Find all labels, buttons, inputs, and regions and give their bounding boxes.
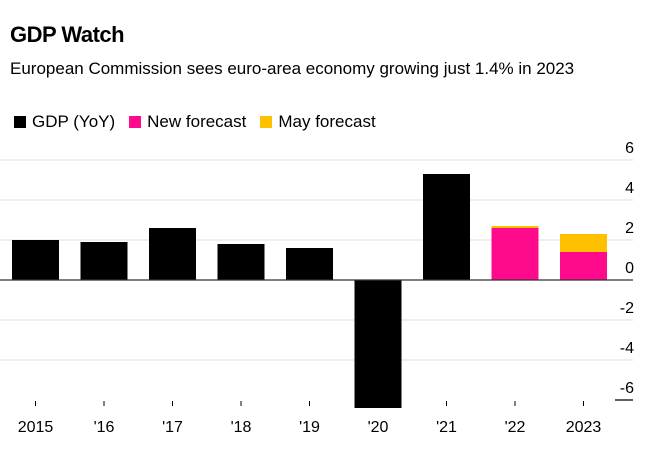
- chart-subtitle: European Commission sees euro-area econo…: [10, 59, 575, 78]
- bar-gdp: [149, 228, 196, 280]
- legend-swatch-new-forecast: [129, 116, 142, 128]
- y-tick-label: -2: [620, 300, 634, 317]
- x-tick-label: 2023: [566, 419, 602, 436]
- legend: GDP (YoY) New forecast May forecast: [14, 112, 390, 132]
- y-tick-label: -6: [620, 380, 634, 397]
- legend-item-may-forecast: May forecast: [260, 112, 376, 132]
- bar-gdp: [286, 248, 333, 280]
- legend-label-may-forecast: May forecast: [278, 112, 376, 131]
- legend-item-gdp: GDP (YoY): [14, 112, 115, 132]
- x-tick-label: '18: [231, 419, 252, 436]
- x-tick-label: '17: [162, 419, 183, 436]
- bar-gdp: [217, 244, 265, 280]
- y-tick-label: 6: [625, 140, 634, 157]
- y-tick-label: 0: [625, 260, 634, 277]
- bar-gdp: [80, 242, 128, 280]
- legend-swatch-gdp: [14, 116, 26, 128]
- legend-label-gdp: GDP (YoY): [32, 112, 116, 131]
- bar-new-forecast: [560, 252, 607, 280]
- bar-gdp: [423, 174, 470, 280]
- legend-label-new-forecast: New forecast: [147, 112, 247, 131]
- chart-title: GDP Watch: [10, 22, 125, 47]
- x-tick-label: '22: [505, 419, 526, 436]
- y-tick-label: 2: [625, 220, 634, 237]
- bar-new-forecast: [491, 228, 539, 280]
- legend-item-new-forecast: New forecast: [129, 112, 246, 132]
- x-tick-label: '20: [368, 419, 389, 436]
- x-tick-label: '21: [436, 419, 457, 436]
- axes: 6 4 2 0 -2 -4 -6 2015 '16 '17 '18 '19 '20 '21 '22 2023: [0, 140, 634, 436]
- legend-swatch-may-forecast: [260, 116, 273, 128]
- y-tick-label: 4: [625, 180, 634, 197]
- bars: [12, 174, 607, 408]
- x-tick-label: 2015: [18, 419, 54, 436]
- x-tick-label: '19: [299, 419, 320, 436]
- y-tick-label: -4: [620, 340, 634, 357]
- bar-gdp: [354, 280, 402, 408]
- bar-gdp: [12, 240, 59, 280]
- x-tick-label: '16: [94, 419, 115, 436]
